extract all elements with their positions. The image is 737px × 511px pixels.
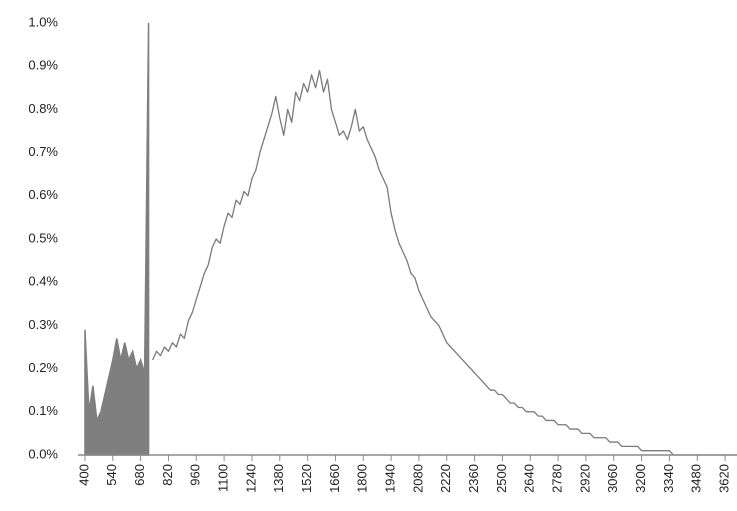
y-tick-label: 0.7%: [28, 144, 58, 159]
x-tick-label: 2220: [438, 464, 453, 493]
line: [151, 69, 737, 456]
x-tick-label: 3340: [661, 464, 676, 493]
y-tick-label: 0.0%: [28, 446, 58, 461]
x-tick-label: 3620: [717, 464, 732, 493]
x-tick-label: 1380: [271, 464, 286, 493]
x-tick-label: 1240: [243, 464, 258, 493]
x-tick-label: 2080: [410, 464, 425, 493]
x-tick-label: 400: [76, 464, 91, 486]
x-tick-label: 820: [160, 464, 175, 486]
y-tick-label: 0.3%: [28, 317, 58, 332]
x-tick-label: 1800: [355, 464, 370, 493]
x-tick-label: 1520: [299, 464, 314, 493]
x-tick-label: 3480: [689, 464, 704, 493]
x-tick-label: 1100: [216, 464, 231, 492]
x-tick-label: 2500: [494, 464, 509, 493]
x-tick-label: 2780: [550, 464, 565, 493]
x-tick-label: 680: [132, 464, 147, 486]
x-tick-label: 3200: [633, 464, 648, 493]
y-tick-label: 1.0%: [28, 14, 58, 29]
x-tick-label: 540: [104, 464, 119, 486]
x-tick-label: 3060: [605, 464, 620, 493]
y-tick-label: 0.5%: [28, 230, 58, 245]
area: [84, 22, 150, 456]
y-tick-label: 0.9%: [28, 58, 58, 73]
y-tick-label: 0.6%: [28, 187, 58, 202]
x-tick-label: 2640: [522, 464, 537, 493]
x-tick-label: 2360: [466, 464, 481, 493]
y-tick-label: 0.1%: [28, 403, 58, 418]
y-tick-label: 0.2%: [28, 360, 58, 375]
x-tick-label: 960: [188, 464, 203, 486]
x-tick-label: 1940: [383, 464, 398, 493]
x-tick-label: 1660: [327, 464, 342, 493]
y-tick-label: 0.8%: [28, 101, 58, 116]
y-tick-label: 0.4%: [28, 274, 58, 289]
x-tick-label: 2920: [577, 464, 592, 493]
